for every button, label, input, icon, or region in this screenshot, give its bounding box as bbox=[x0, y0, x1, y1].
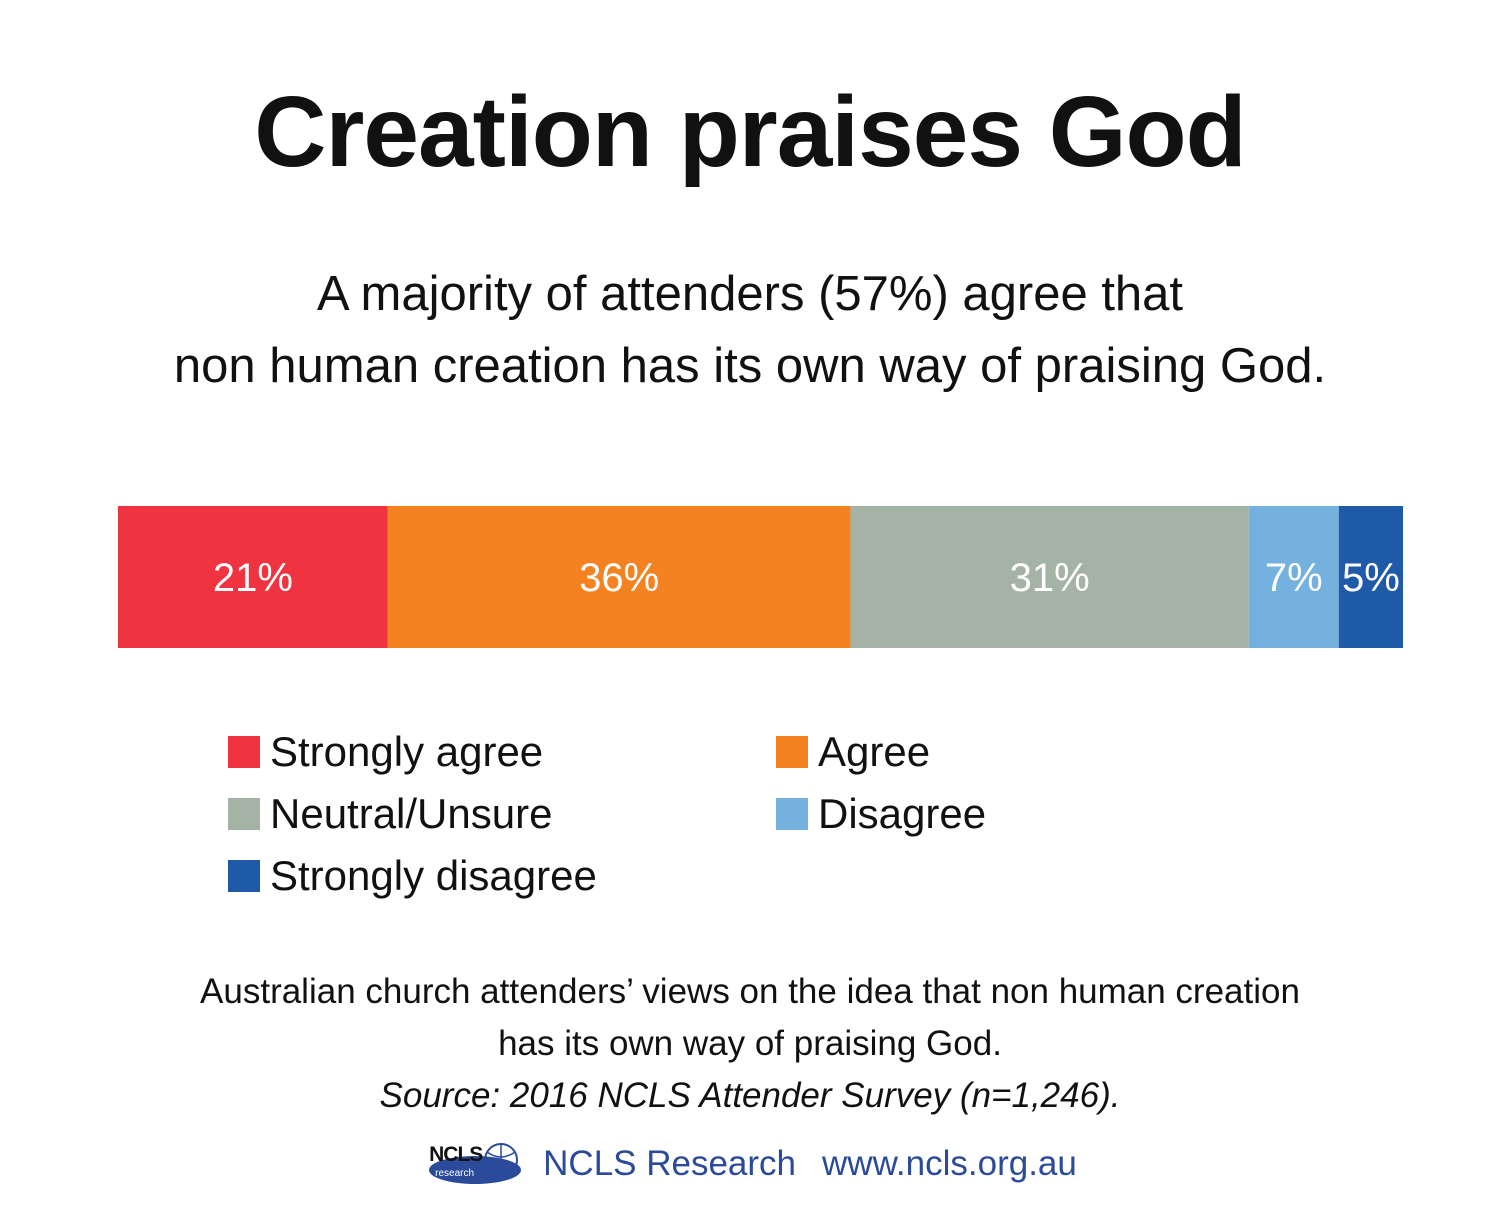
chart-caption: Australian church attenders’ views on th… bbox=[0, 966, 1500, 1122]
legend-swatch bbox=[228, 798, 260, 830]
legend-item: Disagree bbox=[776, 784, 986, 844]
bar-segment-strongly-agree bbox=[118, 506, 388, 648]
chart-title: Creation praises God bbox=[254, 76, 1246, 188]
chart-legend: Strongly agree Agree Neutral/Unsure Disagre… bbox=[228, 722, 1128, 922]
bar-segment-strongly-disagree bbox=[1338, 506, 1403, 648]
legend-label: Disagree bbox=[818, 790, 987, 837]
legend-item: Strongly disagree bbox=[228, 846, 597, 906]
website-link[interactable]: www.ncls.org.au bbox=[822, 1144, 1077, 1183]
logo-globe-icon bbox=[429, 1143, 522, 1184]
footer: NCLS research NCLS Research www.ncls.org… bbox=[0, 1136, 1500, 1192]
data-label: 21% bbox=[213, 556, 293, 600]
bar-segment-disagree bbox=[1248, 506, 1339, 648]
legend-item: Strongly agree bbox=[228, 722, 543, 782]
legend-label: Neutral/Unsure bbox=[270, 790, 553, 837]
ncls-logo: NCLS research bbox=[423, 1140, 523, 1188]
org-name: NCLS Research bbox=[543, 1144, 797, 1183]
legend-label: Strongly disagree bbox=[270, 852, 597, 899]
legend-swatch bbox=[776, 798, 808, 830]
legend-label: Strongly agree bbox=[270, 728, 544, 775]
legend-swatch bbox=[776, 736, 808, 768]
legend-label: Agree bbox=[818, 728, 931, 775]
logo-subtext: research bbox=[435, 1168, 475, 1179]
caption-line-1: Australian church attenders’ views on th… bbox=[200, 972, 1300, 1011]
data-label: 31% bbox=[1010, 556, 1090, 600]
subtitle-line-2: non human creation has its own way of pr… bbox=[173, 339, 1327, 393]
caption-line-2: has its own way of praising God. bbox=[498, 1024, 1002, 1063]
legend-item: Neutral/Unsure bbox=[228, 784, 552, 844]
chart-subtitle: A majority of attenders (57%) agree that… bbox=[0, 258, 1500, 402]
bar-segment-agree bbox=[387, 506, 851, 648]
subtitle-line-1: A majority of attenders (57%) agree that bbox=[316, 267, 1184, 321]
legend-swatch bbox=[228, 860, 260, 892]
legend-swatch bbox=[228, 736, 260, 768]
bar-segment-neutral-unsure bbox=[850, 506, 1249, 648]
data-label: 36% bbox=[579, 556, 659, 600]
legend-item: Agree bbox=[776, 722, 930, 782]
logo-wordmark: NCLS bbox=[429, 1143, 483, 1166]
data-label: 7% bbox=[1265, 556, 1323, 600]
source-note: Source: 2016 NCLS Attender Survey (n=1,2… bbox=[379, 1076, 1121, 1115]
data-label: 5% bbox=[1342, 556, 1400, 600]
